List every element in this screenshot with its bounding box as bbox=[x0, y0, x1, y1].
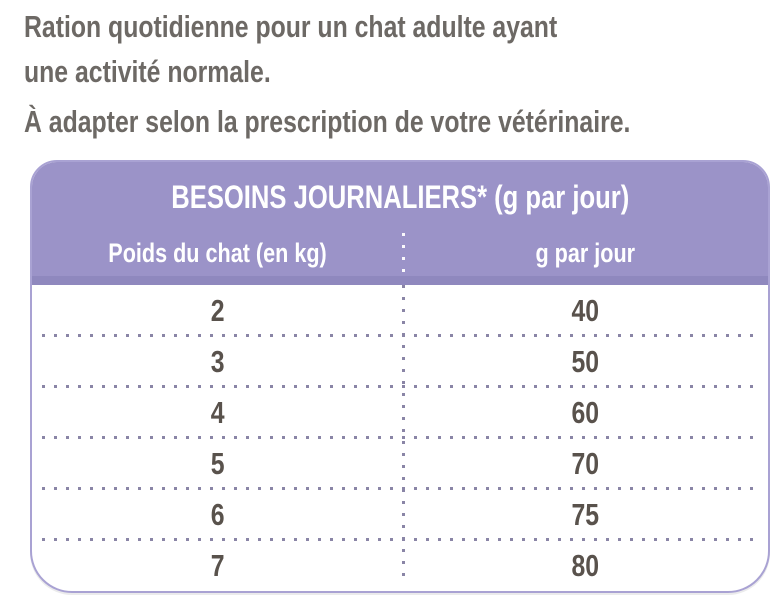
intro-line-1: Ration quotidienne pour un chat adulte a… bbox=[24, 4, 780, 49]
weight-cell: 7 bbox=[210, 547, 225, 583]
weight-cell: 2 bbox=[210, 292, 225, 328]
table-body: 2 40 3 50 4 60 bbox=[32, 285, 768, 591]
intro-text-block: Ration quotidienne pour un chat adulte a… bbox=[24, 4, 780, 144]
row-separator-dotted bbox=[42, 385, 758, 388]
row-separator-dotted bbox=[42, 436, 758, 439]
grams-cell: 70 bbox=[571, 445, 600, 481]
table-row: 5 70 bbox=[32, 438, 768, 490]
grams-cell: 75 bbox=[571, 496, 600, 532]
weight-cell: 4 bbox=[210, 394, 225, 430]
table-row: 7 80 bbox=[32, 540, 768, 591]
column-divider-dotted bbox=[401, 285, 405, 585]
row-separator-dotted bbox=[42, 334, 758, 337]
table-row: 4 60 bbox=[32, 387, 768, 439]
table-title-text: BESOINS JOURNALIERS* (g par jour) bbox=[171, 179, 629, 215]
grams-cell: 40 bbox=[571, 292, 600, 328]
intro-line-2-text: une activité normale. bbox=[24, 54, 271, 89]
grams-cell: 60 bbox=[571, 394, 600, 430]
header-bottom-strip bbox=[32, 276, 768, 285]
column-header-grams: g par jour bbox=[535, 238, 636, 268]
vet-note-line: À adapter selon la prescription de votre… bbox=[24, 99, 780, 144]
column-header-weight: Poids du chat (en kg) bbox=[108, 238, 327, 268]
weight-cell: 3 bbox=[210, 343, 225, 379]
daily-needs-table: BESOINS JOURNALIERS* (g par jour) Poids … bbox=[30, 160, 770, 593]
grams-cell: 80 bbox=[571, 547, 600, 583]
intro-line-2: une activité normale. bbox=[24, 49, 780, 94]
table-header: BESOINS JOURNALIERS* (g par jour) Poids … bbox=[32, 162, 768, 285]
grams-cell: 50 bbox=[571, 343, 600, 379]
intro-line-1-text: Ration quotidienne pour un chat adulte a… bbox=[24, 9, 558, 44]
table-title: BESOINS JOURNALIERS* (g par jour) bbox=[32, 162, 768, 228]
weight-cell: 6 bbox=[210, 496, 225, 532]
weight-cell: 5 bbox=[210, 445, 225, 481]
vet-note-text: À adapter selon la prescription de votre… bbox=[24, 104, 631, 139]
table-row: 6 75 bbox=[32, 489, 768, 541]
table-row: 3 50 bbox=[32, 336, 768, 388]
row-separator-dotted bbox=[42, 487, 758, 490]
column-divider-dotted-white bbox=[401, 233, 405, 285]
table-subheader-row: Poids du chat (en kg) g par jour bbox=[32, 228, 768, 285]
row-separator-dotted bbox=[42, 538, 758, 541]
table-row: 2 40 bbox=[32, 285, 768, 337]
